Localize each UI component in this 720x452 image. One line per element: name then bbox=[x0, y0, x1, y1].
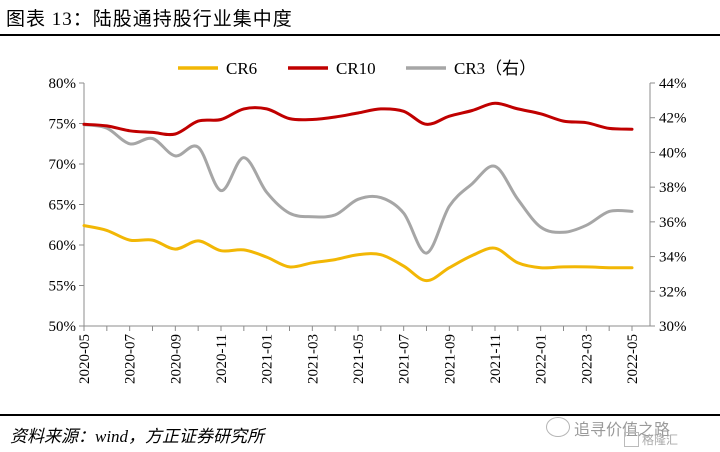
series-line-cr10 bbox=[82, 101, 634, 137]
watermark-text: 追寻价值之路 bbox=[574, 420, 671, 439]
x-tick-label: 2021-01 bbox=[260, 334, 276, 384]
x-tick-label: 2022-03 bbox=[579, 334, 595, 384]
legend-label-cr3: CR3（右） bbox=[454, 59, 536, 78]
chart-series bbox=[82, 101, 634, 283]
chart-legend: CR6 CR10 CR3（右） bbox=[178, 59, 536, 78]
x-tick-label: 2021-05 bbox=[351, 334, 367, 384]
x-tick-label: 2021-03 bbox=[305, 334, 321, 384]
brand-logo-icon bbox=[624, 432, 639, 447]
y-left-tick-label: 75% bbox=[49, 117, 77, 133]
y-right-tick-label: 36% bbox=[659, 215, 687, 231]
y-left-tick-label: 55% bbox=[49, 279, 77, 295]
y-right-tick-label: 40% bbox=[659, 145, 687, 161]
series-line-cr6 bbox=[82, 224, 634, 283]
legend-label-cr10: CR10 bbox=[336, 59, 376, 78]
x-tick-label: 2022-01 bbox=[534, 334, 550, 384]
y-left-tick-label: 60% bbox=[49, 238, 77, 254]
y-left-tick-label: 50% bbox=[49, 319, 77, 335]
x-tick-label: 2021-09 bbox=[442, 334, 458, 384]
title-divider bbox=[0, 34, 720, 36]
wechat-icon bbox=[546, 417, 570, 437]
x-tick-label: 2020-07 bbox=[123, 334, 139, 384]
x-tick-label: 2021-11 bbox=[488, 334, 504, 383]
y-left-tick-label: 70% bbox=[49, 157, 77, 173]
y-right-tick-label: 38% bbox=[659, 180, 687, 196]
y-right-tick-label: 32% bbox=[659, 284, 687, 300]
page-title: 图表 13：陆股通持股行业集中度 bbox=[6, 9, 293, 30]
y-right-tick-label: 44% bbox=[659, 76, 687, 92]
source-note: 资料来源：wind，方正证券研究所 bbox=[10, 427, 265, 446]
line-chart: CR6 CR10 CR3（右） 50% 55% 60% 65% 70% 75% 80% 30% 32… bbox=[49, 59, 687, 384]
y-left-tick-label: 65% bbox=[49, 198, 77, 214]
chart-axes: 50% 55% 60% 65% 70% 75% 80% 30% 32% 34% 36% 38% 40% 4… bbox=[49, 76, 687, 384]
y-left-tick-label: 80% bbox=[49, 76, 77, 92]
source-divider bbox=[0, 414, 720, 416]
watermark-brand: 格隆汇 bbox=[642, 433, 679, 447]
x-tick-label: 2020-09 bbox=[168, 334, 184, 384]
y-right-tick-label: 30% bbox=[659, 319, 687, 335]
series-line-cr3 bbox=[82, 123, 634, 255]
x-tick-label: 2022-05 bbox=[625, 334, 641, 384]
x-tick-label: 2021-07 bbox=[397, 334, 413, 384]
x-tick-label: 2020-11 bbox=[214, 334, 230, 383]
y-right-tick-label: 42% bbox=[659, 111, 687, 127]
y-right-tick-label: 34% bbox=[659, 250, 687, 266]
watermark: 追寻价值之路 格隆汇 bbox=[532, 413, 712, 449]
legend-label-cr6: CR6 bbox=[226, 59, 257, 78]
x-tick-label: 2020-05 bbox=[77, 334, 93, 384]
